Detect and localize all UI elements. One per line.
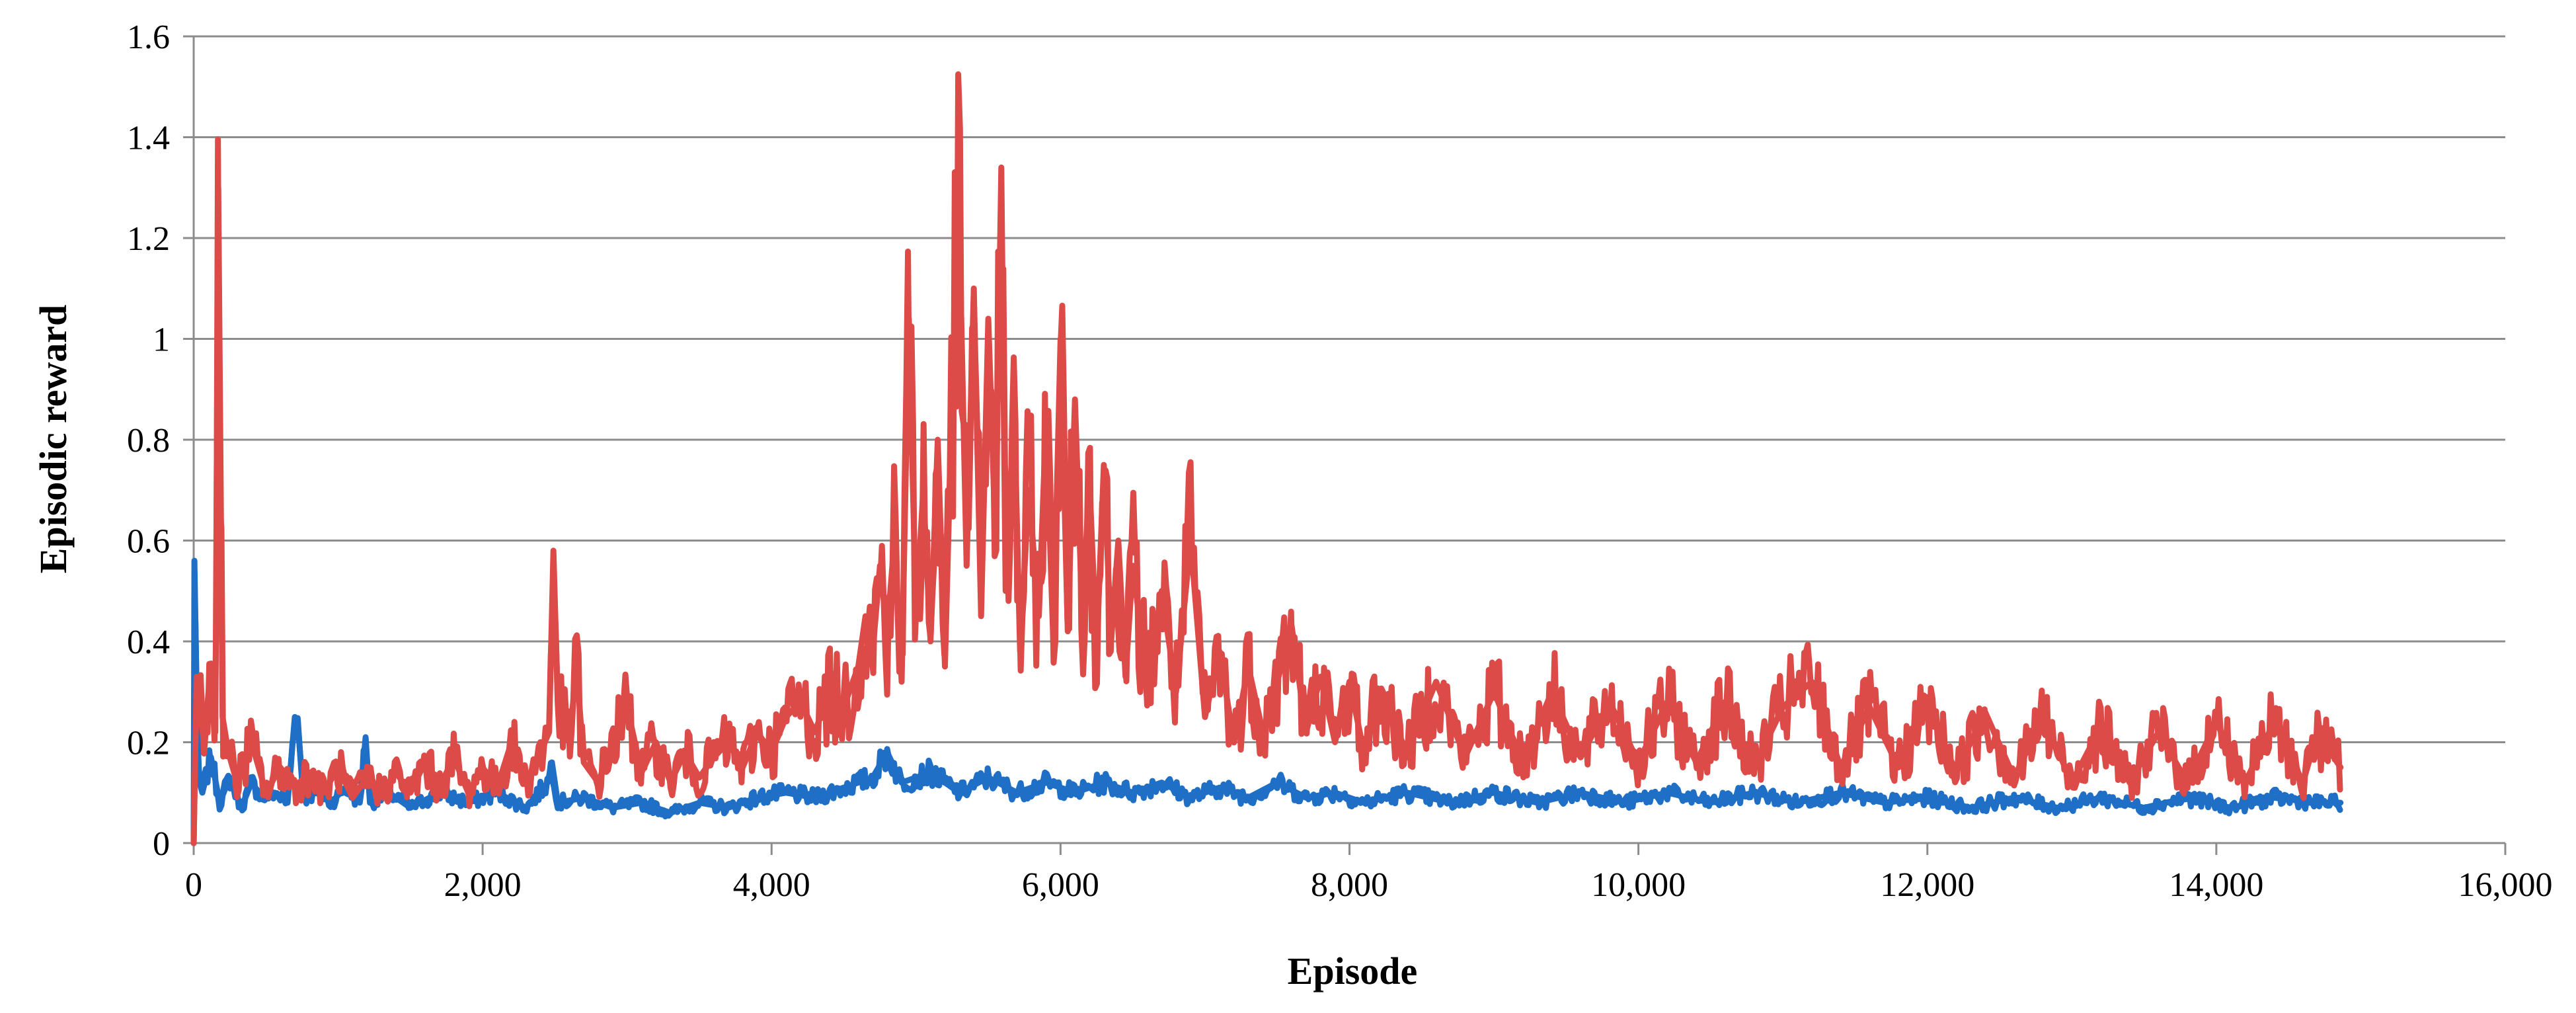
series-anchor-line-0 [190, 557, 2344, 846]
x-tick-label-2: 4,000 [733, 866, 810, 904]
series-anchor-line-1 [190, 164, 2344, 846]
gridlines [194, 35, 2505, 743]
y-axis-title: Episodic reward [32, 305, 75, 574]
x-tick-label-7: 14,000 [2169, 866, 2263, 904]
x-tick-label-5: 10,000 [1591, 866, 1686, 904]
y-tick-label-7: 1.4 [127, 120, 170, 157]
x-tick-label-3: 6,000 [1022, 866, 1099, 904]
tick-labels: 0 0.2 0.4 0.6 0.8 1 1.2 1.4 1.6 0 2,000 4,000 6,000 8… [127, 19, 2553, 904]
y-tick-label-3: 0.6 [127, 523, 170, 561]
y-tick-label-6: 1.2 [127, 220, 170, 258]
x-tick-label-4: 8,000 [1311, 866, 1388, 904]
y-tick-label-8: 1.6 [127, 19, 170, 56]
x-tick-label-0: 0 [185, 866, 202, 904]
y-tick-label-2: 0.4 [127, 624, 170, 661]
x-tick-label-1: 2,000 [444, 866, 522, 904]
y-tick-label-4: 0.8 [127, 422, 170, 460]
x-tick-label-6: 12,000 [1880, 866, 1974, 904]
series-lines [190, 71, 2344, 846]
y-tick-label-0: 0 [153, 825, 170, 863]
x-tick-label-8: 16,000 [2458, 866, 2553, 904]
y-tick-label-1: 0.2 [127, 725, 170, 762]
y-tick-label-5: 1 [153, 321, 170, 359]
x-axis-title: Episode [1288, 950, 1418, 993]
